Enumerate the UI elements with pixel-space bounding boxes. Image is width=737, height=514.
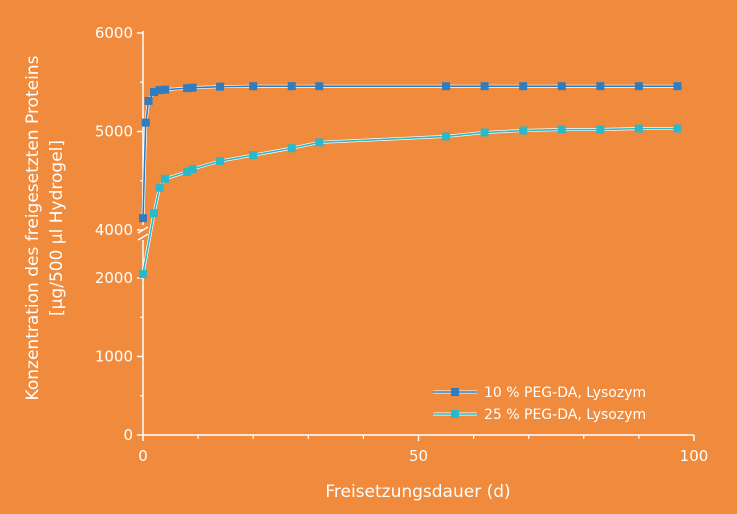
series-1-point — [596, 82, 605, 91]
series-1-point — [287, 82, 296, 91]
y-tick-6000-label: 6000 — [95, 24, 133, 42]
series-1-point — [249, 82, 258, 91]
series-1-point — [216, 82, 225, 91]
series-1-point — [480, 82, 489, 91]
series-1-point — [144, 96, 153, 105]
series-2-point — [557, 125, 566, 134]
x-axis-title: Freisetzungsdauer (d) — [325, 482, 510, 502]
series-2-point — [596, 125, 605, 134]
y-tick-1000-label: 1000 — [95, 348, 133, 366]
series-1-point — [673, 82, 682, 91]
series-2-point — [673, 124, 682, 133]
series-2-point — [139, 270, 147, 279]
series-1-point — [150, 88, 159, 97]
series-2-point — [161, 174, 170, 183]
series-2-point — [188, 164, 197, 173]
legend-marker-2 — [451, 410, 459, 418]
series-1 — [139, 82, 682, 223]
series-2-point — [634, 124, 643, 133]
series-2-line — [142, 127, 678, 275]
y-tick-0-label: 0 — [123, 426, 133, 444]
x-tick-0-label: 0 — [138, 447, 148, 465]
series-1-point — [183, 84, 192, 93]
y-axis-title-line1: Konzentration des freigesetzten Proteins — [23, 55, 43, 400]
series-2-point — [155, 183, 164, 192]
series-2 — [139, 124, 682, 279]
y-tick-2000-label: 2000 — [95, 269, 133, 287]
series-layer — [139, 82, 682, 279]
x-tick-100-label: 100 — [680, 447, 709, 465]
series-2-point — [519, 126, 528, 135]
axis-break-mark-2 — [137, 233, 149, 241]
legend-label-2: 25 % PEG-DA, Lysozym — [484, 407, 646, 423]
series-1-point — [634, 82, 643, 91]
series-2-point — [183, 167, 192, 176]
series-1-point — [139, 214, 147, 223]
series-2-point — [216, 157, 225, 166]
series-1-line — [142, 85, 678, 219]
x-tick-50-label: 50 — [409, 447, 428, 465]
series-1-point — [141, 118, 150, 127]
series-2-point — [480, 128, 489, 137]
legend: 10 % PEG-DA, Lysozym 25 % PEG-DA, Lysozym — [433, 385, 646, 423]
series-2-point — [249, 151, 258, 160]
axes — [137, 31, 694, 436]
series-1-line-halo — [141, 84, 678, 219]
series-1-point — [155, 86, 164, 95]
series-2-point — [442, 132, 451, 141]
y-tick-4000-label: 4000 — [95, 221, 133, 239]
series-2-line-halo — [141, 127, 678, 275]
series-1-point — [442, 82, 451, 91]
legend-label-1: 10 % PEG-DA, Lysozym — [484, 385, 646, 401]
series-2-point — [315, 138, 324, 147]
series-1-point — [315, 82, 324, 91]
series-2-point — [287, 144, 296, 153]
legend-marker-1 — [451, 388, 459, 396]
series-1-point — [519, 82, 528, 91]
series-1-point — [161, 85, 170, 94]
ticks: 4000 5000 6000 0 1000 2000 0 50 100 — [95, 24, 709, 465]
series-2-point — [150, 209, 159, 218]
series-1-point — [557, 82, 566, 91]
y-axis-title-line2: [µg/500 µl Hydrogel] — [47, 140, 67, 316]
series-1-point — [188, 83, 197, 92]
y-tick-5000-label: 5000 — [95, 123, 133, 141]
